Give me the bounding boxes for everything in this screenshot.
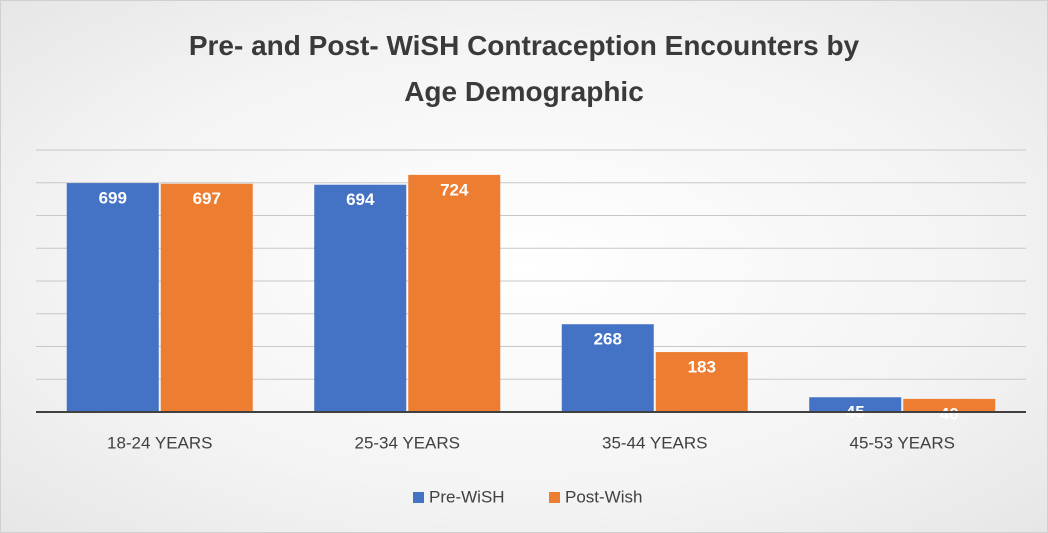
data-label: 724 bbox=[440, 180, 469, 199]
data-label: 40 bbox=[940, 404, 959, 423]
legend-label: Pre-WiSH bbox=[429, 487, 505, 506]
x-tick-label: 35-44 YEARS bbox=[602, 433, 708, 452]
x-tick-label: 45-53 YEARS bbox=[849, 433, 955, 452]
bar bbox=[314, 184, 407, 412]
x-tick-label: 18-24 YEARS bbox=[107, 433, 213, 452]
data-label: 694 bbox=[346, 190, 375, 209]
legend-label: Post-Wish bbox=[565, 487, 642, 506]
bar bbox=[655, 352, 748, 412]
legend-swatch bbox=[549, 492, 560, 503]
bar bbox=[561, 324, 654, 412]
data-label: 268 bbox=[594, 330, 622, 349]
bar bbox=[809, 397, 902, 412]
bar bbox=[408, 174, 501, 412]
chart-title: Pre- and Post- WiSH Contraception Encoun… bbox=[188, 30, 860, 107]
data-label: 699 bbox=[99, 189, 127, 208]
data-label: 697 bbox=[193, 189, 221, 208]
x-tick-label: 25-34 YEARS bbox=[354, 433, 460, 452]
bar bbox=[66, 183, 159, 412]
bar bbox=[160, 183, 253, 412]
bar bbox=[903, 398, 996, 412]
data-label: 183 bbox=[688, 358, 716, 377]
legend-swatch bbox=[413, 492, 424, 503]
